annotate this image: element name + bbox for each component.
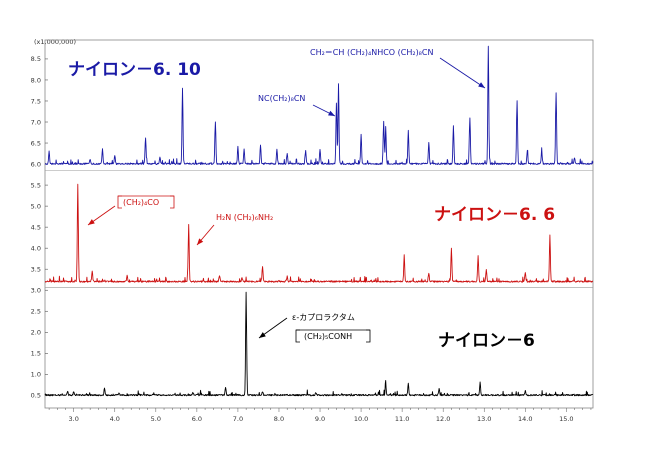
traces: [44, 45, 594, 397]
y-tick-label: 4.5: [31, 223, 41, 231]
x-tick-label: 9.0: [315, 415, 325, 423]
y-tick-label: 6.5: [31, 139, 41, 147]
annotation-cyclopentanone: (CH₂)₄CO: [123, 198, 159, 207]
y-tick-label: 1.5: [31, 350, 41, 358]
trace-labels: ナイロン－6. 10 ナイロン－6. 6 ナイロン－6: [68, 60, 555, 351]
x-tick-label: 8.0: [274, 415, 284, 423]
x-tick-label: 12.0: [436, 415, 450, 423]
x-tick-label: 15.0: [559, 415, 573, 423]
arrow-cyclopentanone-head: [88, 219, 95, 225]
x-tick-label: 5.0: [151, 415, 161, 423]
x-tick-label: 7.0: [233, 415, 243, 423]
y-multiplier-label: (x1,000,000): [34, 38, 76, 46]
y-tick-label: 3.0: [31, 287, 41, 295]
x-tick-label: 10.0: [354, 415, 368, 423]
annotation-diamine: H₂N (CH₂)₆NH₂: [216, 213, 273, 222]
y-tick-label: 1.0: [31, 371, 41, 379]
plot-frame: [44, 39, 594, 409]
x-tick-label: 13.0: [477, 415, 491, 423]
x-axis-ticks: 3.0 4.0 5.0 6.0 7.0 8.0 9.0 10.0 11.0 12.0 13.0 14.…: [48, 408, 592, 423]
y-tick-label: 2.5: [31, 308, 41, 316]
arrow-monomer-line: [439, 57, 486, 89]
trace-label: ナイロン－6. 6: [434, 205, 555, 225]
y-tick-label: 4.0: [31, 244, 41, 252]
trace-label: ナイロン－6. 10: [68, 60, 201, 80]
arrow-nitrile-head: [328, 110, 335, 116]
y-tick-label: 2.0: [31, 329, 41, 337]
annotation-caprolactam: ε-カプロラクタム: [292, 313, 355, 322]
arrow-monomer-head: [478, 82, 485, 88]
trace-line: [44, 291, 594, 397]
annotation-monomer-blue: CH₂＝CH (CH₂)₄NHCO (CH₂)₈CN: [310, 48, 433, 57]
annotations: CH₂＝CH (CH₂)₄NHCO (CH₂)₈CN NC(CH₂)₈CN (CH₂…: [87, 48, 486, 343]
y-axis-ticks: 0.5 1.0 1.5 2.0 2.5 3.0 3.5 4.0 4.5 5.0 5.5 6.0 6.5 7…: [31, 55, 48, 400]
x-tick-label: 6.0: [192, 415, 202, 423]
arrow-caprolactam-head: [259, 332, 266, 338]
y-tick-label: 8.0: [31, 76, 41, 84]
x-tick-label: 4.0: [110, 415, 120, 423]
y-tick-label: 0.5: [31, 392, 41, 400]
annotation-nitrile-blue: NC(CH₂)₈CN: [258, 94, 305, 103]
plot-border: [44, 39, 594, 409]
y-tick-label: 5.5: [31, 181, 41, 189]
y-tick-label: 7.5: [31, 97, 41, 105]
x-tick-label: 14.0: [518, 415, 532, 423]
y-tick-label: 7.0: [31, 118, 41, 126]
y-tick-label: 6.0: [31, 160, 41, 168]
trace-line: [44, 45, 594, 165]
arrow-diamine-head: [197, 238, 204, 245]
x-tick-label: 3.0: [69, 415, 79, 423]
y-tick-label: 8.5: [31, 55, 41, 63]
annotation-caprolactam-formula: (CH₂)₅CONH: [304, 332, 352, 341]
trace-line: [44, 183, 594, 283]
y-tick-label: 3.5: [31, 266, 41, 274]
y-tick-label: 5.0: [31, 202, 41, 210]
x-tick-label: 11.0: [395, 415, 409, 423]
trace-label: ナイロン－6: [438, 331, 535, 351]
